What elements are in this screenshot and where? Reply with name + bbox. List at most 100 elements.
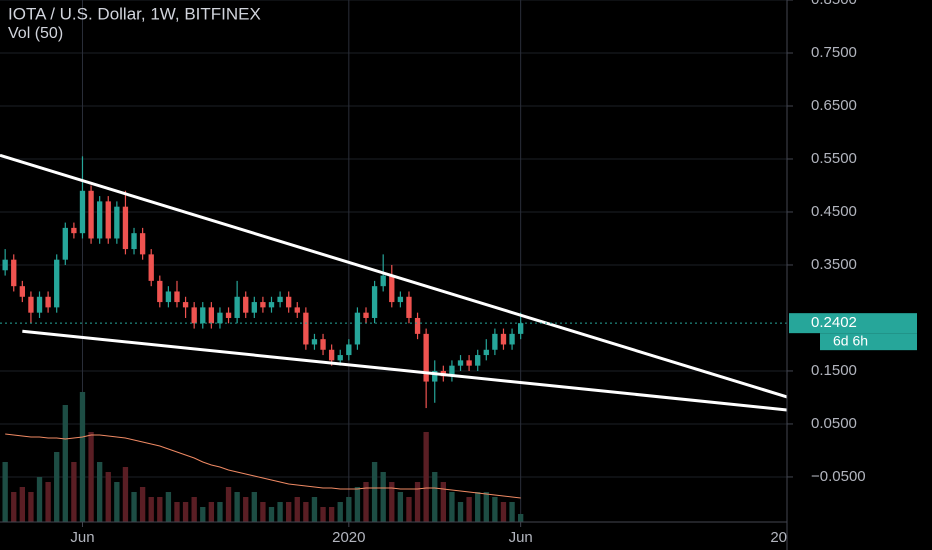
candle-body: [54, 259, 60, 308]
candle-body: [363, 312, 369, 318]
candle-body: [354, 312, 361, 345]
volume-bar: [122, 467, 129, 522]
candle-body: [234, 296, 240, 318]
y-tick-label: 0.6500: [811, 97, 857, 114]
candle-body: [517, 323, 524, 334]
candle-body: [475, 355, 481, 366]
candle-body: [11, 259, 17, 287]
candle-body: [492, 333, 498, 350]
candle-body: [122, 206, 129, 250]
y-tick-label: 0.3500: [811, 256, 857, 273]
countdown-label: 6d 6h: [833, 332, 868, 348]
volume-bar: [191, 497, 197, 522]
volume-bar: [517, 514, 524, 522]
volume-bar: [139, 487, 146, 522]
volume-label: Vol (50): [8, 25, 63, 42]
volume-bar: [243, 497, 249, 522]
volume-bar: [217, 502, 223, 522]
candle-body: [200, 307, 206, 324]
volume-bar: [114, 482, 120, 522]
candle-body: [346, 344, 352, 356]
volume-bar: [208, 502, 215, 522]
volume-bar: [157, 497, 163, 522]
y-tick-label: 0.8500: [811, 0, 857, 8]
candle-body: [2, 259, 8, 271]
candle-body: [294, 307, 300, 313]
volume-bar: [423, 432, 429, 522]
y-tick-label: 0.4500: [811, 203, 857, 220]
y-tick-label: 0.0500: [811, 415, 857, 432]
volume-bar: [320, 507, 326, 522]
candle-body: [397, 296, 404, 303]
volume-bar: [457, 502, 464, 522]
volume-bar: [475, 492, 481, 522]
volume-bar: [54, 452, 60, 522]
candle-body: [45, 296, 51, 308]
volume-bar: [397, 492, 404, 522]
volume-bar: [71, 462, 77, 522]
candle-body: [114, 206, 120, 239]
volume-bar: [303, 502, 309, 522]
volume-bar: [148, 497, 154, 522]
volume-bar: [500, 502, 507, 522]
volume-bar: [466, 497, 472, 522]
candle-body: [19, 286, 26, 297]
volume-bar: [251, 492, 257, 522]
last-price-label: 0.2402: [811, 314, 857, 331]
candle-body: [328, 349, 335, 361]
volume-bar: [440, 482, 446, 522]
candle-body: [157, 280, 163, 303]
candle-body: [449, 365, 455, 377]
candle-body: [131, 233, 137, 250]
candle-body: [311, 339, 318, 345]
candle-body: [500, 333, 507, 345]
candle-body: [217, 312, 223, 324]
volume-bar: [389, 482, 395, 522]
candle-body: [483, 349, 489, 356]
y-tick-label: 0.7500: [811, 44, 857, 61]
volume-bar: [311, 497, 318, 522]
candle-body: [251, 302, 257, 313]
volume-bar: [328, 507, 335, 522]
x-tick-label: 2021: [770, 529, 803, 546]
volume-bar: [483, 492, 489, 522]
candle-body: [320, 339, 326, 350]
volume-bar: [234, 492, 240, 522]
volume-bar: [174, 502, 180, 522]
candle-body: [243, 296, 249, 313]
volume-bar: [105, 472, 111, 522]
volume-bar: [225, 487, 232, 522]
candle-body: [28, 296, 34, 313]
x-tick-label: Jun: [509, 529, 533, 546]
candle-body: [432, 370, 438, 382]
candle-body: [88, 190, 94, 239]
candle-body: [303, 312, 309, 345]
volume-bar: [131, 492, 137, 522]
candle-body: [148, 254, 154, 281]
y-tick-label: 0.1500: [811, 362, 857, 379]
candle-body: [62, 227, 68, 260]
candle-body: [423, 333, 429, 382]
volume-bar: [260, 502, 266, 522]
candle-body: [174, 291, 180, 303]
volume-bar: [337, 502, 343, 522]
candle-body: [79, 190, 86, 234]
candle-body: [277, 296, 283, 303]
candle-body: [509, 333, 515, 345]
volume-bar: [294, 497, 300, 522]
volume-bar: [165, 492, 172, 522]
candle-body: [182, 302, 189, 308]
y-tick-label: 0.5500: [811, 150, 857, 167]
candle-body: [389, 275, 395, 303]
volume-bar: [286, 502, 292, 522]
x-tick-label: 2020: [332, 529, 365, 546]
volume-bar: [36, 477, 43, 522]
candle-body: [208, 307, 215, 324]
volume-bar: [363, 482, 369, 522]
volume-bar: [19, 487, 26, 522]
candle-body: [286, 296, 292, 308]
candle-body: [414, 317, 421, 334]
candle-body: [36, 296, 43, 313]
volume-bar: [380, 472, 386, 522]
